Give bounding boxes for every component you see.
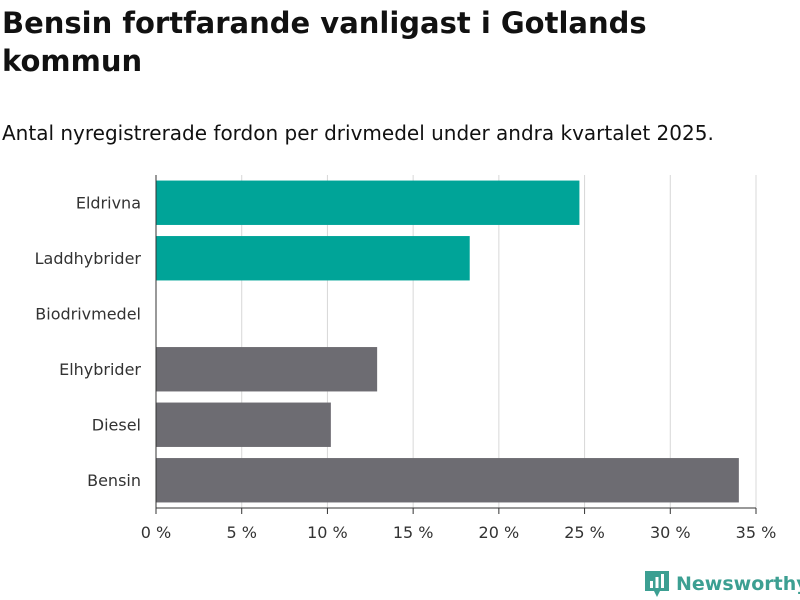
- category-label: Diesel: [92, 415, 141, 434]
- bar-laddhybrider: [156, 236, 470, 281]
- x-tick-label: 25 %: [564, 523, 605, 542]
- newsworthy-logo: Newsworthy: [644, 570, 800, 598]
- x-tick-label: 5 %: [226, 523, 256, 542]
- brand-name: Newsworthy: [676, 573, 800, 595]
- category-label: Eldrivna: [76, 193, 141, 212]
- bar-elhybrider: [156, 347, 378, 392]
- bar-bensin: [156, 458, 739, 503]
- x-tick-label: 0 %: [141, 523, 171, 542]
- category-label: Biodrivmedel: [35, 304, 141, 323]
- bar-diesel: [156, 402, 331, 447]
- category-label: Bensin: [87, 471, 141, 490]
- x-tick-label: 10 %: [307, 523, 348, 542]
- x-tick-label: 15 %: [393, 523, 434, 542]
- category-label: Laddhybrider: [35, 249, 142, 268]
- x-tick-label: 30 %: [650, 523, 691, 542]
- category-label: Elhybrider: [59, 360, 141, 379]
- chart-subtitle: Antal nyregistrerade fordon per drivmede…: [2, 121, 714, 145]
- x-tick-label: 20 %: [479, 523, 520, 542]
- bar-chart-icon: [645, 571, 669, 597]
- bar-eldrivna: [156, 180, 580, 225]
- x-tick-label: 35 %: [736, 523, 777, 542]
- chart-title: Bensin fortfarande vanligast i Gotlands …: [2, 6, 647, 78]
